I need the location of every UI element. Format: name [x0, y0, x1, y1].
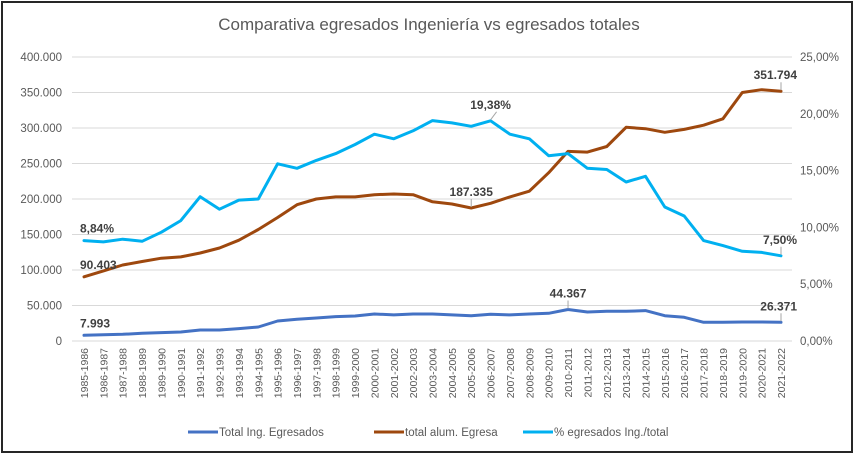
x-axis: 1985-1986 1986-1987 1987-1988 1988-1989 1989… [79, 348, 788, 398]
data-label: 19,38% [470, 98, 511, 112]
chart-frame [1, 1, 853, 453]
y2-tick-label: 20,00% [800, 109, 839, 121]
x-tick-label: 2006-2007 [486, 348, 498, 398]
y-tick-label: 400.000 [20, 52, 62, 64]
x-tick-label: 2005-2006 [466, 348, 478, 398]
x-tick-label: 2018-2019 [718, 348, 730, 398]
legend-entry: % egresados Ing./total [554, 427, 668, 439]
y-tick-label: 150.000 [20, 230, 62, 242]
leader-line [490, 111, 497, 121]
data-label: 8,84% [80, 222, 114, 236]
x-tick-label: 2012-2013 [602, 348, 614, 398]
y2-tick-label: 25,00% [800, 52, 839, 64]
x-tick-label: 2013-2014 [621, 348, 633, 398]
legend-entry: Total Ing. Egresados [219, 427, 324, 439]
x-tick-label: 1991-1992 [195, 348, 207, 398]
x-tick-label: 2009-2010 [544, 348, 556, 398]
chart-title: Comparativa egresados Ingeniería vs egre… [218, 15, 639, 34]
x-tick-label: 1985-1986 [79, 348, 91, 398]
data-label: 7.993 [80, 316, 110, 330]
series-line-2 [82, 88, 783, 279]
x-tick-label: 2014-2015 [640, 348, 652, 398]
x-tick-label: 2019-2020 [737, 348, 749, 398]
y2-tick-label: 5,00% [800, 279, 833, 291]
y-tick-label: 300.000 [20, 123, 62, 135]
x-tick-label: 1999-2000 [350, 348, 362, 398]
data-label: 7,50% [763, 233, 797, 247]
x-tick-label: 2010-2011 [563, 348, 575, 398]
x-tick-label: 2021-2022 [776, 348, 788, 398]
data-label: 187.335 [450, 185, 494, 199]
x-tick-label: 1989-1990 [156, 348, 168, 398]
x-tick-label: 1988-1989 [137, 348, 149, 398]
legend-entry: total alum. Egresa [405, 427, 498, 439]
x-tick-label: 1992-1993 [215, 348, 227, 398]
y-tick-label: 200.000 [20, 194, 62, 206]
x-tick-label: 1995-1996 [273, 348, 285, 398]
y-axis-left: 0 50.000 100.000 150.000 200.000 250.000 300.0… [20, 52, 62, 348]
x-tick-label: 2020-2021 [757, 348, 769, 398]
x-tick-label: 2003-2004 [428, 348, 440, 398]
series-line-1 [82, 308, 783, 337]
x-tick-label: 1990-1991 [176, 348, 188, 398]
gridlines [72, 56, 792, 342]
y2-tick-label: 0,00% [800, 336, 833, 348]
data-labels: 7.993 44.367 26.371 90.403 187.335 351.794 8,8… [80, 68, 797, 330]
y2-tick-label: 15,00% [800, 166, 839, 178]
x-tick-label: 2015-2016 [660, 348, 672, 398]
y-tick-label: 350.000 [20, 88, 62, 100]
x-tick-label: 2004-2005 [447, 348, 459, 398]
data-label: 44.367 [550, 286, 587, 300]
x-tick-label: 1996-1997 [292, 348, 304, 398]
x-tick-label: 1986-1987 [98, 348, 110, 398]
x-tick-label: 1994-1995 [253, 348, 265, 398]
x-tick-label: 1997-1998 [311, 348, 323, 398]
x-tick-label: 1998-1999 [331, 348, 343, 398]
y-tick-label: 100.000 [20, 265, 62, 277]
data-label: 90.403 [80, 258, 117, 272]
data-label: 351.794 [754, 68, 798, 82]
x-tick-label: 2007-2008 [505, 348, 517, 398]
x-tick-label: 2017-2018 [699, 348, 711, 398]
x-tick-label: 2011-2012 [582, 348, 594, 398]
x-tick-label: 2008-2009 [524, 348, 536, 398]
x-tick-label: 1987-1988 [118, 348, 130, 398]
y-tick-label: 250.000 [20, 159, 62, 171]
y-axis-right: 0,00% 5,00% 10,00% 15,00% 20,00% 25,00% [800, 52, 839, 348]
x-tick-label: 2016-2017 [679, 348, 691, 398]
x-tick-label: 1993-1994 [234, 348, 246, 398]
y-tick-label: 50.000 [27, 301, 62, 313]
x-tick-label: 2002-2003 [408, 348, 420, 398]
x-tick-label: 2000-2001 [369, 348, 381, 398]
series-line-3 [82, 119, 783, 258]
legend: Total Ing. Egresados total alum. Egresa % … [188, 427, 668, 439]
y-tick-label: 0 [56, 336, 62, 348]
data-label: 26.371 [760, 299, 797, 313]
series-group [82, 88, 783, 337]
y2-tick-label: 10,00% [800, 222, 839, 234]
x-tick-label: 2001-2002 [389, 348, 401, 398]
